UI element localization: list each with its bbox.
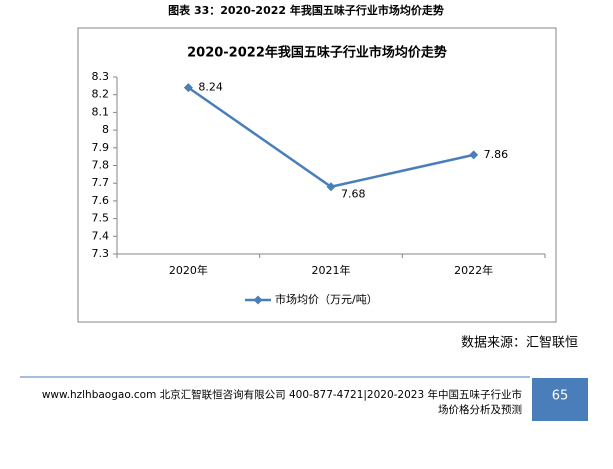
page-number: 65 bbox=[552, 389, 569, 404]
y-tick-label: 7.3 bbox=[92, 247, 110, 260]
x-tick-label: 2020年 bbox=[169, 263, 208, 277]
source: 数据来源：汇智联恒 bbox=[461, 336, 578, 351]
footer-line: 场价格分析及预测 bbox=[438, 403, 522, 416]
y-tick-label: 7.4 bbox=[92, 229, 110, 242]
page-number-box bbox=[532, 378, 588, 421]
marker bbox=[469, 150, 479, 160]
y-tick-label: 7.6 bbox=[92, 194, 110, 207]
y-tick-label: 8.1 bbox=[92, 105, 110, 118]
y-tick-label: 7.9 bbox=[92, 141, 110, 154]
legend-marker bbox=[253, 295, 263, 305]
chart-frame bbox=[77, 27, 557, 323]
y-tick-label: 8.3 bbox=[92, 70, 110, 83]
y-tick-label: 8.2 bbox=[92, 88, 110, 101]
caption: 图表 33：2020-2022 年我国五味子行业市场均价走势 bbox=[168, 3, 444, 17]
footer-line: www.hzlhbaogao.com 北京汇智联恒咨询有限公司 400-877-… bbox=[42, 388, 522, 401]
x-tick-label: 2022年 bbox=[454, 263, 493, 277]
data-label: 8.24 bbox=[198, 81, 223, 94]
y-tick-label: 8 bbox=[102, 123, 109, 136]
chart-title: 2020-2022年我国五味子行业市场均价走势 bbox=[187, 45, 447, 61]
marker bbox=[183, 83, 193, 93]
x-tick-label: 2021年 bbox=[312, 263, 351, 277]
legend-label: 市场均价（万元/吨） bbox=[275, 292, 378, 306]
data-label: 7.68 bbox=[341, 188, 366, 201]
y-tick-label: 7.8 bbox=[92, 159, 110, 172]
y-tick-label: 7.5 bbox=[92, 212, 110, 225]
data-label: 7.86 bbox=[484, 148, 509, 161]
marker bbox=[326, 182, 336, 192]
y-tick-label: 7.7 bbox=[92, 176, 110, 189]
